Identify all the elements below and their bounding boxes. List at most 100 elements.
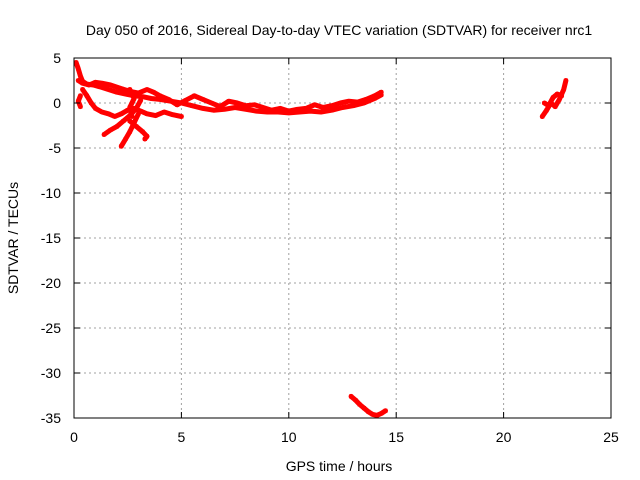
data-point — [304, 106, 308, 111]
data-point — [87, 83, 91, 87]
data-point — [166, 97, 171, 102]
data-point — [89, 101, 94, 105]
y-tick-label: -30 — [41, 365, 61, 381]
data-point — [329, 108, 334, 113]
data-point — [138, 98, 143, 103]
data-point — [153, 113, 158, 118]
data-point — [557, 97, 562, 102]
data-point — [563, 78, 568, 83]
data-point — [142, 137, 147, 141]
y-tick-label: 0 — [53, 95, 61, 111]
data-point — [235, 101, 240, 105]
y-axis-label: SDTVAR / TECUs — [5, 182, 21, 294]
data-point — [175, 102, 180, 107]
data-point — [269, 108, 274, 113]
data-point — [119, 111, 124, 116]
data-point — [78, 93, 83, 98]
data-series-trace-8 — [127, 87, 137, 119]
data-point — [286, 109, 291, 114]
data-point — [157, 93, 162, 98]
x-tick-label: 10 — [281, 429, 297, 445]
data-point — [551, 95, 555, 100]
data-point — [127, 129, 132, 134]
data-point — [353, 398, 358, 402]
data-point — [546, 103, 551, 108]
data-point — [211, 108, 216, 113]
data-point — [127, 105, 132, 110]
data-traces — [73, 60, 569, 418]
data-point — [200, 97, 205, 102]
data-point — [99, 110, 104, 114]
y-tick-label: -15 — [41, 230, 61, 246]
data-point — [149, 96, 154, 101]
data-point — [222, 107, 227, 112]
data-point — [243, 103, 248, 108]
data-point — [364, 97, 369, 102]
data-point — [140, 129, 145, 134]
data-point — [340, 105, 345, 110]
data-point — [544, 108, 549, 113]
data-point — [80, 81, 85, 86]
data-point — [265, 110, 270, 114]
data-point — [370, 412, 375, 417]
data-point — [346, 99, 351, 104]
data-point — [362, 101, 366, 105]
data-point — [379, 90, 384, 95]
data-point — [362, 406, 366, 411]
y-tick-label: -35 — [41, 410, 61, 426]
data-point — [99, 81, 104, 86]
data-point — [338, 101, 343, 105]
data-point — [97, 84, 102, 89]
data-point — [218, 104, 223, 109]
data-point — [74, 60, 79, 65]
data-point — [357, 402, 362, 407]
data-point — [136, 111, 141, 116]
data-point — [170, 112, 175, 117]
data-point — [136, 91, 141, 96]
x-axis-label: GPS time / hours — [286, 458, 393, 474]
y-tick-label: 5 — [53, 50, 61, 66]
data-point — [372, 93, 377, 98]
data-point — [134, 106, 139, 111]
data-point — [78, 74, 83, 78]
data-point — [134, 124, 139, 129]
data-point — [145, 87, 149, 92]
data-point — [553, 104, 558, 109]
data-point — [78, 104, 83, 109]
data-point — [192, 93, 197, 98]
data-point — [183, 98, 188, 103]
data-point — [561, 87, 566, 92]
data-point — [108, 128, 113, 132]
data-point — [93, 80, 98, 85]
data-point — [261, 105, 265, 110]
data-point — [127, 119, 132, 123]
data-point — [209, 101, 214, 105]
data-point — [76, 78, 81, 83]
data-point — [355, 100, 360, 105]
x-tick-label: 25 — [603, 429, 619, 445]
data-point — [233, 105, 238, 110]
data-point — [112, 114, 117, 119]
data-point — [190, 103, 195, 108]
data-point — [76, 66, 81, 71]
data-point — [80, 87, 85, 92]
data-point — [138, 109, 143, 114]
data-point — [555, 92, 560, 96]
y-tick-label: -20 — [41, 275, 61, 291]
data-point — [351, 103, 356, 108]
grid-lines — [74, 58, 611, 418]
data-point — [106, 111, 111, 116]
data-point — [145, 134, 149, 139]
data-point — [542, 101, 547, 105]
data-point — [179, 114, 184, 119]
data-point — [115, 124, 119, 129]
data-point — [254, 109, 259, 114]
data-point — [162, 110, 167, 114]
data-point — [119, 144, 124, 149]
y-tick-label: -10 — [41, 185, 61, 201]
data-point — [276, 110, 281, 114]
data-point — [321, 105, 326, 110]
data-point — [121, 119, 126, 123]
x-tick-label: 5 — [178, 429, 186, 445]
